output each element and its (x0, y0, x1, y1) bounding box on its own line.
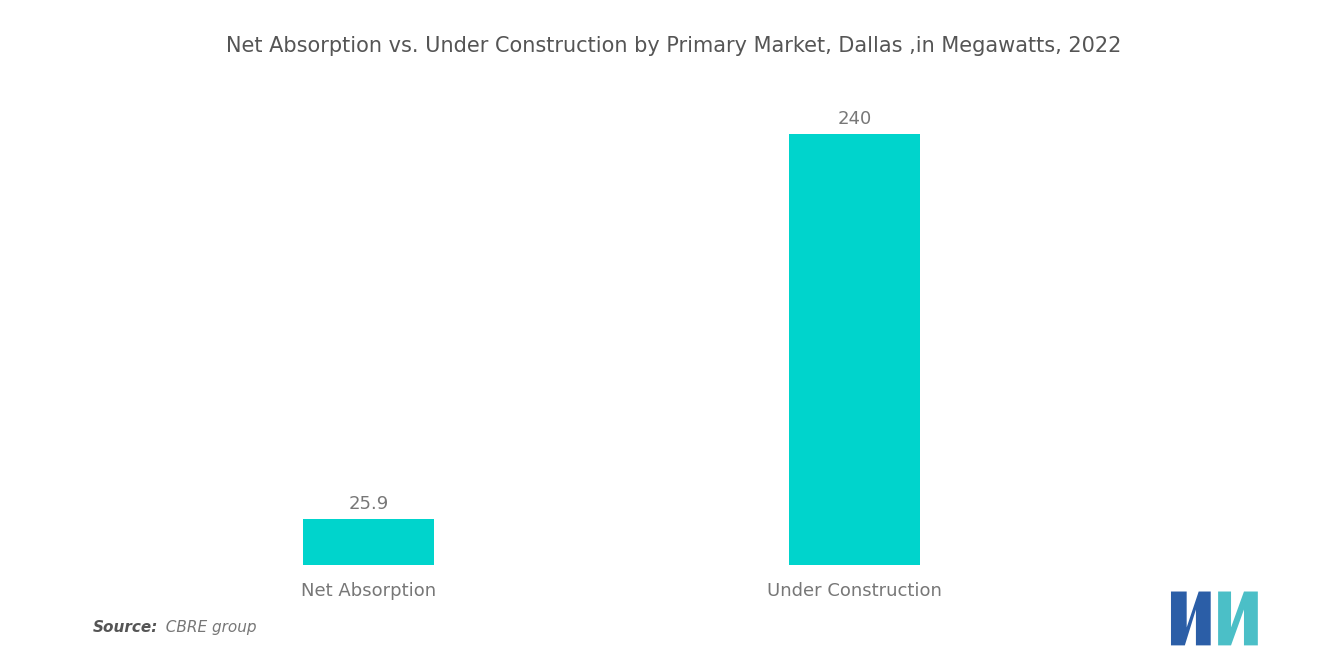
Text: Source:: Source: (92, 620, 158, 635)
Polygon shape (1218, 592, 1258, 645)
Polygon shape (1171, 592, 1210, 645)
Text: 240: 240 (838, 110, 871, 128)
Text: CBRE group: CBRE group (156, 620, 256, 635)
Title: Net Absorption vs. Under Construction by Primary Market, Dallas ,in Megawatts, 2: Net Absorption vs. Under Construction by… (226, 36, 1121, 56)
Bar (304, 519, 433, 565)
Text: 25.9: 25.9 (348, 495, 388, 513)
Bar (789, 134, 920, 565)
